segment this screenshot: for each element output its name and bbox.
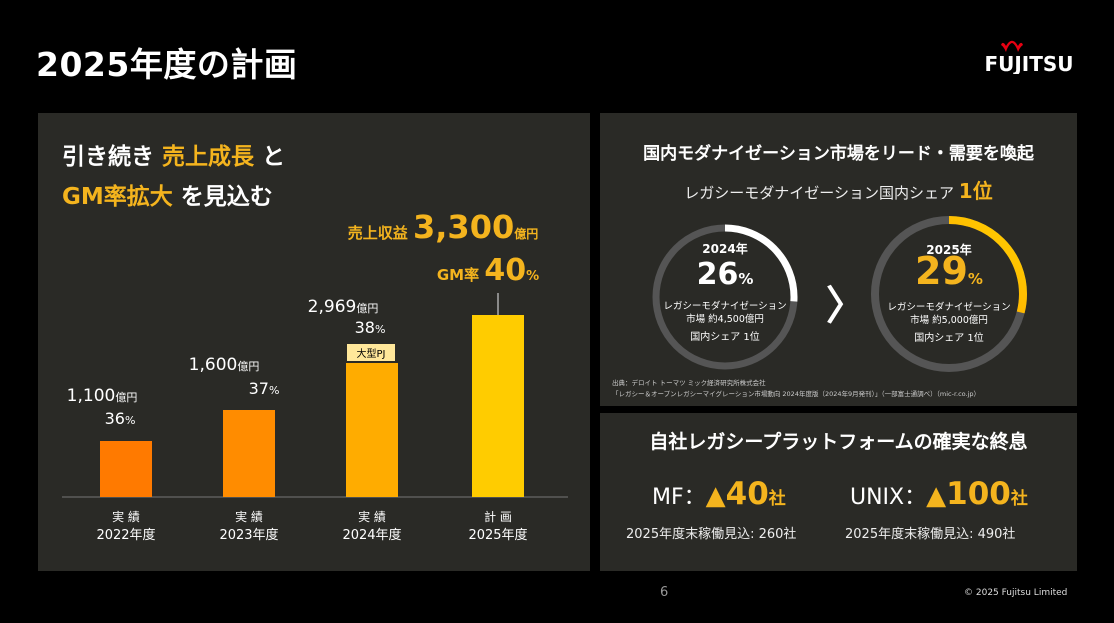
- headline-2-a: GM率拡大: [62, 184, 173, 210]
- ring-pct-2025: 29%: [915, 249, 983, 293]
- page-number: 6: [660, 585, 669, 600]
- fujitsu-logo: FUJITSU: [984, 40, 1074, 74]
- logo-text: FUJITSU: [984, 52, 1073, 74]
- share-ring-2024: 2024年 26% レガシーモダナイゼーション 市場 約4,500億円 国内シェ…: [650, 222, 800, 372]
- market-subtitle: レガシーモダナイゼーション国内シェア 1位: [600, 175, 1077, 204]
- headline-1-a: 引き続き: [62, 144, 154, 170]
- bar-2022年度: [100, 441, 152, 497]
- share-ring-2025: 2025年 29% レガシーモダナイゼーション 市場 約5,000億円 国内シェ…: [871, 216, 1027, 372]
- source-note-2: 「レガシー＆オープンレガシーマイグレーション市場動向 2024年度版（2024年…: [612, 390, 981, 398]
- legacy-title: 自社レガシープラットフォームの確実な終息: [649, 431, 1028, 453]
- ring-share-2024: 国内シェア 1位: [690, 332, 760, 343]
- triangle-up-icon: ▲: [926, 481, 947, 511]
- ring-svg-2025: [871, 216, 1027, 372]
- revenue-panel: 引き続き 売上成長 と GM率拡大 を見込む 実 績 2022年度実 績 2023年…: [38, 113, 590, 571]
- ring-arc-2025: [871, 216, 1027, 372]
- headline-2: GM率拡大 を見込む: [62, 177, 273, 211]
- page-title: 2025年度の計画: [36, 45, 298, 84]
- modernization-market-panel: 国内モダナイゼーション市場をリード・需要を喚起 レガシーモダナイゼーション国内シ…: [600, 113, 1077, 406]
- unix-reduction: UNIX：▲100社: [850, 476, 1028, 512]
- plan-gm-label: GM率 40%: [437, 253, 539, 288]
- category-label: 2023年度: [219, 527, 278, 543]
- ring-desc-2024: レガシーモダナイゼーション 市場 約4,500億円: [663, 301, 787, 325]
- ring-share-2025: 国内シェア 1位: [914, 333, 984, 344]
- gm-rate-label: 36%: [105, 409, 136, 428]
- mf-note: 2025年度末稼働見込: 260社: [626, 527, 797, 542]
- ring-svg-2024: [652, 224, 798, 370]
- bar-2025年度: [472, 315, 524, 497]
- category-label: 2022年度: [96, 527, 155, 543]
- gm-rate-label: 37%: [249, 379, 280, 398]
- annotation-box: [347, 344, 395, 361]
- bar-2023年度: [223, 410, 275, 497]
- value-label: 1,600億円: [189, 355, 260, 375]
- market-title: 国内モダナイゼーション市場をリード・需要を喚起: [643, 144, 1034, 164]
- ring-year-2024: 2024年: [702, 242, 748, 256]
- source-note-1: 出典：デロイト トーマツ ミック経済研究所株式会社: [612, 379, 766, 387]
- gm-rate-label: 38%: [355, 318, 386, 337]
- headline-1: 引き続き 売上成長 と: [62, 137, 285, 171]
- chevron-right-icon: 〉: [826, 283, 866, 329]
- value-label: 1,100億円: [67, 386, 138, 406]
- headline-1-b: 売上成長: [162, 144, 255, 170]
- headline-2-b: を見込む: [180, 184, 273, 210]
- legacy-platform-panel: 自社レガシープラットフォームの確実な終息 MF：▲40社 UNIX：▲100社 …: [600, 413, 1077, 571]
- annotation-label: 大型PJ: [357, 347, 386, 360]
- ring-pct-2024: 26%: [696, 257, 754, 292]
- category-type-label: 実 績: [112, 509, 140, 524]
- category-label: 2024年度: [342, 527, 401, 543]
- category-label: 2025年度: [468, 527, 527, 543]
- unix-note: 2025年度末稼働見込: 490社: [845, 527, 1016, 542]
- mf-reduction: MF：▲40社: [652, 476, 786, 512]
- ring-year-2025: 2025年: [926, 243, 972, 257]
- plan-revenue-label: 売上収益 3,300億円: [348, 208, 538, 246]
- category-type-label: 実 績: [235, 509, 263, 524]
- headline-1-c: と: [262, 144, 286, 170]
- ring-desc-2025: レガシーモダナイゼーション 市場 約5,000億円: [887, 302, 1011, 326]
- market-subtitle-text: レガシーモダナイゼーション国内シェア: [684, 184, 954, 202]
- category-type-label: 計 画: [484, 509, 512, 524]
- bar-2024年度: [346, 363, 398, 497]
- value-label: 2,969億円: [308, 297, 379, 317]
- market-rank: 1位: [958, 179, 993, 203]
- category-type-label: 実 績: [358, 509, 386, 524]
- triangle-up-icon: ▲: [705, 481, 726, 511]
- ring-arc-2024: [652, 224, 798, 370]
- copyright: © 2025 Fujitsu Limited: [964, 588, 1068, 598]
